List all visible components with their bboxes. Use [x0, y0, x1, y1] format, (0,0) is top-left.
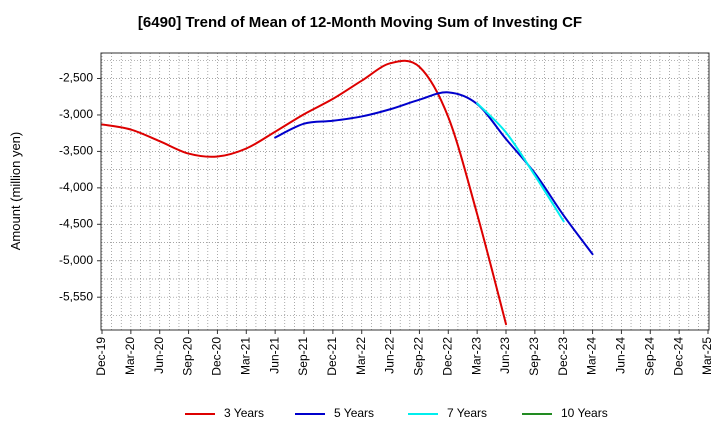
x-tick-label: Mar-24 — [585, 337, 599, 375]
legend-item-3-years: 3 Years — [185, 406, 264, 420]
x-tick-label: Jun-23 — [498, 337, 512, 374]
x-tick-label: Dec-20 — [210, 337, 224, 376]
y-tick-label: -5,000 — [59, 253, 93, 267]
chart-title: [6490] Trend of Mean of 12-Month Moving … — [137, 14, 583, 31]
x-tick-label: Dec-19 — [94, 337, 108, 376]
x-tick-label: Dec-23 — [556, 337, 570, 376]
x-tick-label: Sep-22 — [412, 337, 426, 376]
x-tick-label: Sep-23 — [527, 337, 541, 376]
legend-item-10-years: 10 Years — [522, 406, 608, 420]
x-tick-label: Jun-24 — [614, 337, 628, 374]
legend-label: 3 Years — [224, 406, 264, 420]
y-tick-label: -3,500 — [59, 144, 93, 158]
x-tick-label: Sep-21 — [296, 337, 310, 376]
y-tick-label: -5,550 — [59, 289, 93, 303]
x-tick-label: Jun-22 — [383, 337, 397, 374]
y-tick-label: -2,500 — [59, 71, 93, 85]
y-axis-label: Amount (million yen) — [8, 132, 23, 251]
x-tick-label: Dec-24 — [671, 337, 685, 376]
x-tick-label: Jun-20 — [152, 337, 166, 374]
legend-label: 10 Years — [561, 406, 608, 420]
plot-area — [101, 53, 709, 330]
x-tick-label: Sep-24 — [642, 337, 656, 376]
series-line-3-years — [101, 59, 507, 326]
series-line-7-years — [476, 102, 565, 223]
x-tick-label: Mar-23 — [469, 337, 483, 375]
legend: 3 Years 5 Years 7 Years 10 Years — [185, 406, 608, 420]
x-tick-label: Mar-25 — [700, 337, 714, 375]
y-axis-ticks: -2,500 -3,000 -3,500 -4,000 -4,500 -5,000 -5,5… — [59, 71, 101, 303]
y-tick-label: -3,000 — [59, 107, 93, 121]
x-tick-label: Mar-22 — [354, 337, 368, 375]
y-tick-label: -4,500 — [59, 216, 93, 230]
x-tick-label: Jun-21 — [267, 337, 281, 374]
x-tick-label: Dec-21 — [325, 337, 339, 376]
legend-label: 7 Years — [447, 406, 487, 420]
x-axis-ticks: Dec-19 Mar-20 Jun-20 Sep-20 Dec-20 Mar-21 Jun-… — [94, 330, 714, 376]
legend-item-5-years: 5 Years — [295, 406, 374, 420]
x-tick-label: Sep-20 — [181, 337, 195, 376]
x-tick-label: Mar-20 — [123, 337, 137, 375]
series-line-5-years — [274, 91, 594, 256]
legend-item-7-years: 7 Years — [408, 406, 487, 420]
series-lines — [101, 59, 594, 326]
legend-label: 5 Years — [334, 406, 374, 420]
plot-border — [100, 52, 710, 331]
grid-lines — [101, 53, 709, 330]
x-tick-label: Dec-22 — [440, 337, 454, 376]
y-tick-label: -4,000 — [59, 180, 93, 194]
x-tick-label: Mar-21 — [238, 337, 252, 375]
